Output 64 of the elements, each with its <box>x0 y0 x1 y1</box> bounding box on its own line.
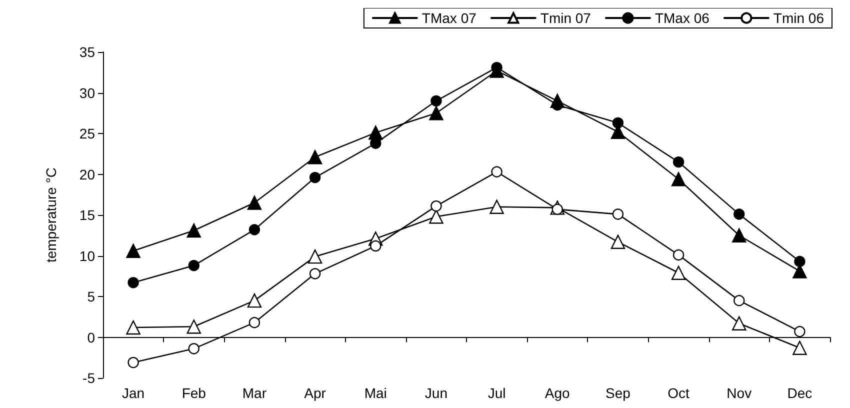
x-tick-label: Ago <box>544 385 570 401</box>
y-axis-title: temperature °C <box>43 167 59 263</box>
point <box>671 266 686 280</box>
point <box>248 224 260 236</box>
point <box>794 256 806 268</box>
point <box>308 249 322 264</box>
y-tick-label: -5 <box>82 370 96 386</box>
point <box>309 172 321 184</box>
point <box>732 228 746 242</box>
y-tick-label: 5 <box>87 288 96 304</box>
legend-label: Tmin 07 <box>540 10 592 26</box>
y-tick-label: 20 <box>79 166 96 182</box>
x-tick-label: Sep <box>605 385 631 401</box>
point <box>734 294 745 306</box>
y-tick-label: 10 <box>79 248 96 264</box>
point <box>126 320 140 335</box>
y-tick-label: 35 <box>79 44 96 60</box>
point <box>734 208 745 220</box>
point <box>732 316 746 330</box>
point <box>247 293 262 308</box>
point <box>794 326 806 338</box>
point <box>429 106 444 120</box>
point <box>671 172 686 186</box>
x-tick-label: Dec <box>787 385 812 401</box>
x-tick-label: Mar <box>242 385 267 401</box>
point <box>792 340 807 355</box>
x-tick-label: Apr <box>304 385 326 401</box>
y-tick-label: 0 <box>87 329 96 346</box>
point <box>188 260 200 272</box>
point <box>612 117 624 128</box>
point <box>612 208 624 220</box>
point <box>186 223 201 238</box>
point <box>490 200 504 214</box>
x-tick-label: Oct <box>668 385 690 401</box>
point <box>429 210 444 224</box>
x-tick-label: Nov <box>726 385 752 401</box>
y-tick-label: 30 <box>79 84 96 101</box>
y-tick-label: 15 <box>79 207 96 223</box>
point <box>128 277 139 288</box>
point <box>248 316 260 328</box>
point <box>368 126 383 140</box>
point <box>309 268 321 280</box>
point <box>126 244 140 258</box>
point <box>430 200 442 212</box>
x-tick-label: Jul <box>488 385 506 401</box>
point <box>672 156 684 168</box>
point <box>610 234 626 249</box>
y-tick-label: 25 <box>79 126 96 142</box>
point <box>308 150 322 164</box>
point <box>370 240 382 252</box>
point <box>491 166 502 178</box>
legend-label: TMax 07 <box>422 10 477 26</box>
point <box>128 356 139 368</box>
point <box>247 196 262 210</box>
legend-label: Tmin 06 <box>773 10 824 26</box>
legend-label: TMax 06 <box>654 10 710 26</box>
x-tick-label: Jun <box>424 385 448 401</box>
x-tick-label: Mai <box>364 385 387 401</box>
point <box>188 343 200 354</box>
x-tick-label: Jan <box>122 385 145 401</box>
point <box>430 95 442 106</box>
point <box>186 320 201 334</box>
point <box>672 249 684 261</box>
x-tick-label: Feb <box>182 385 206 401</box>
